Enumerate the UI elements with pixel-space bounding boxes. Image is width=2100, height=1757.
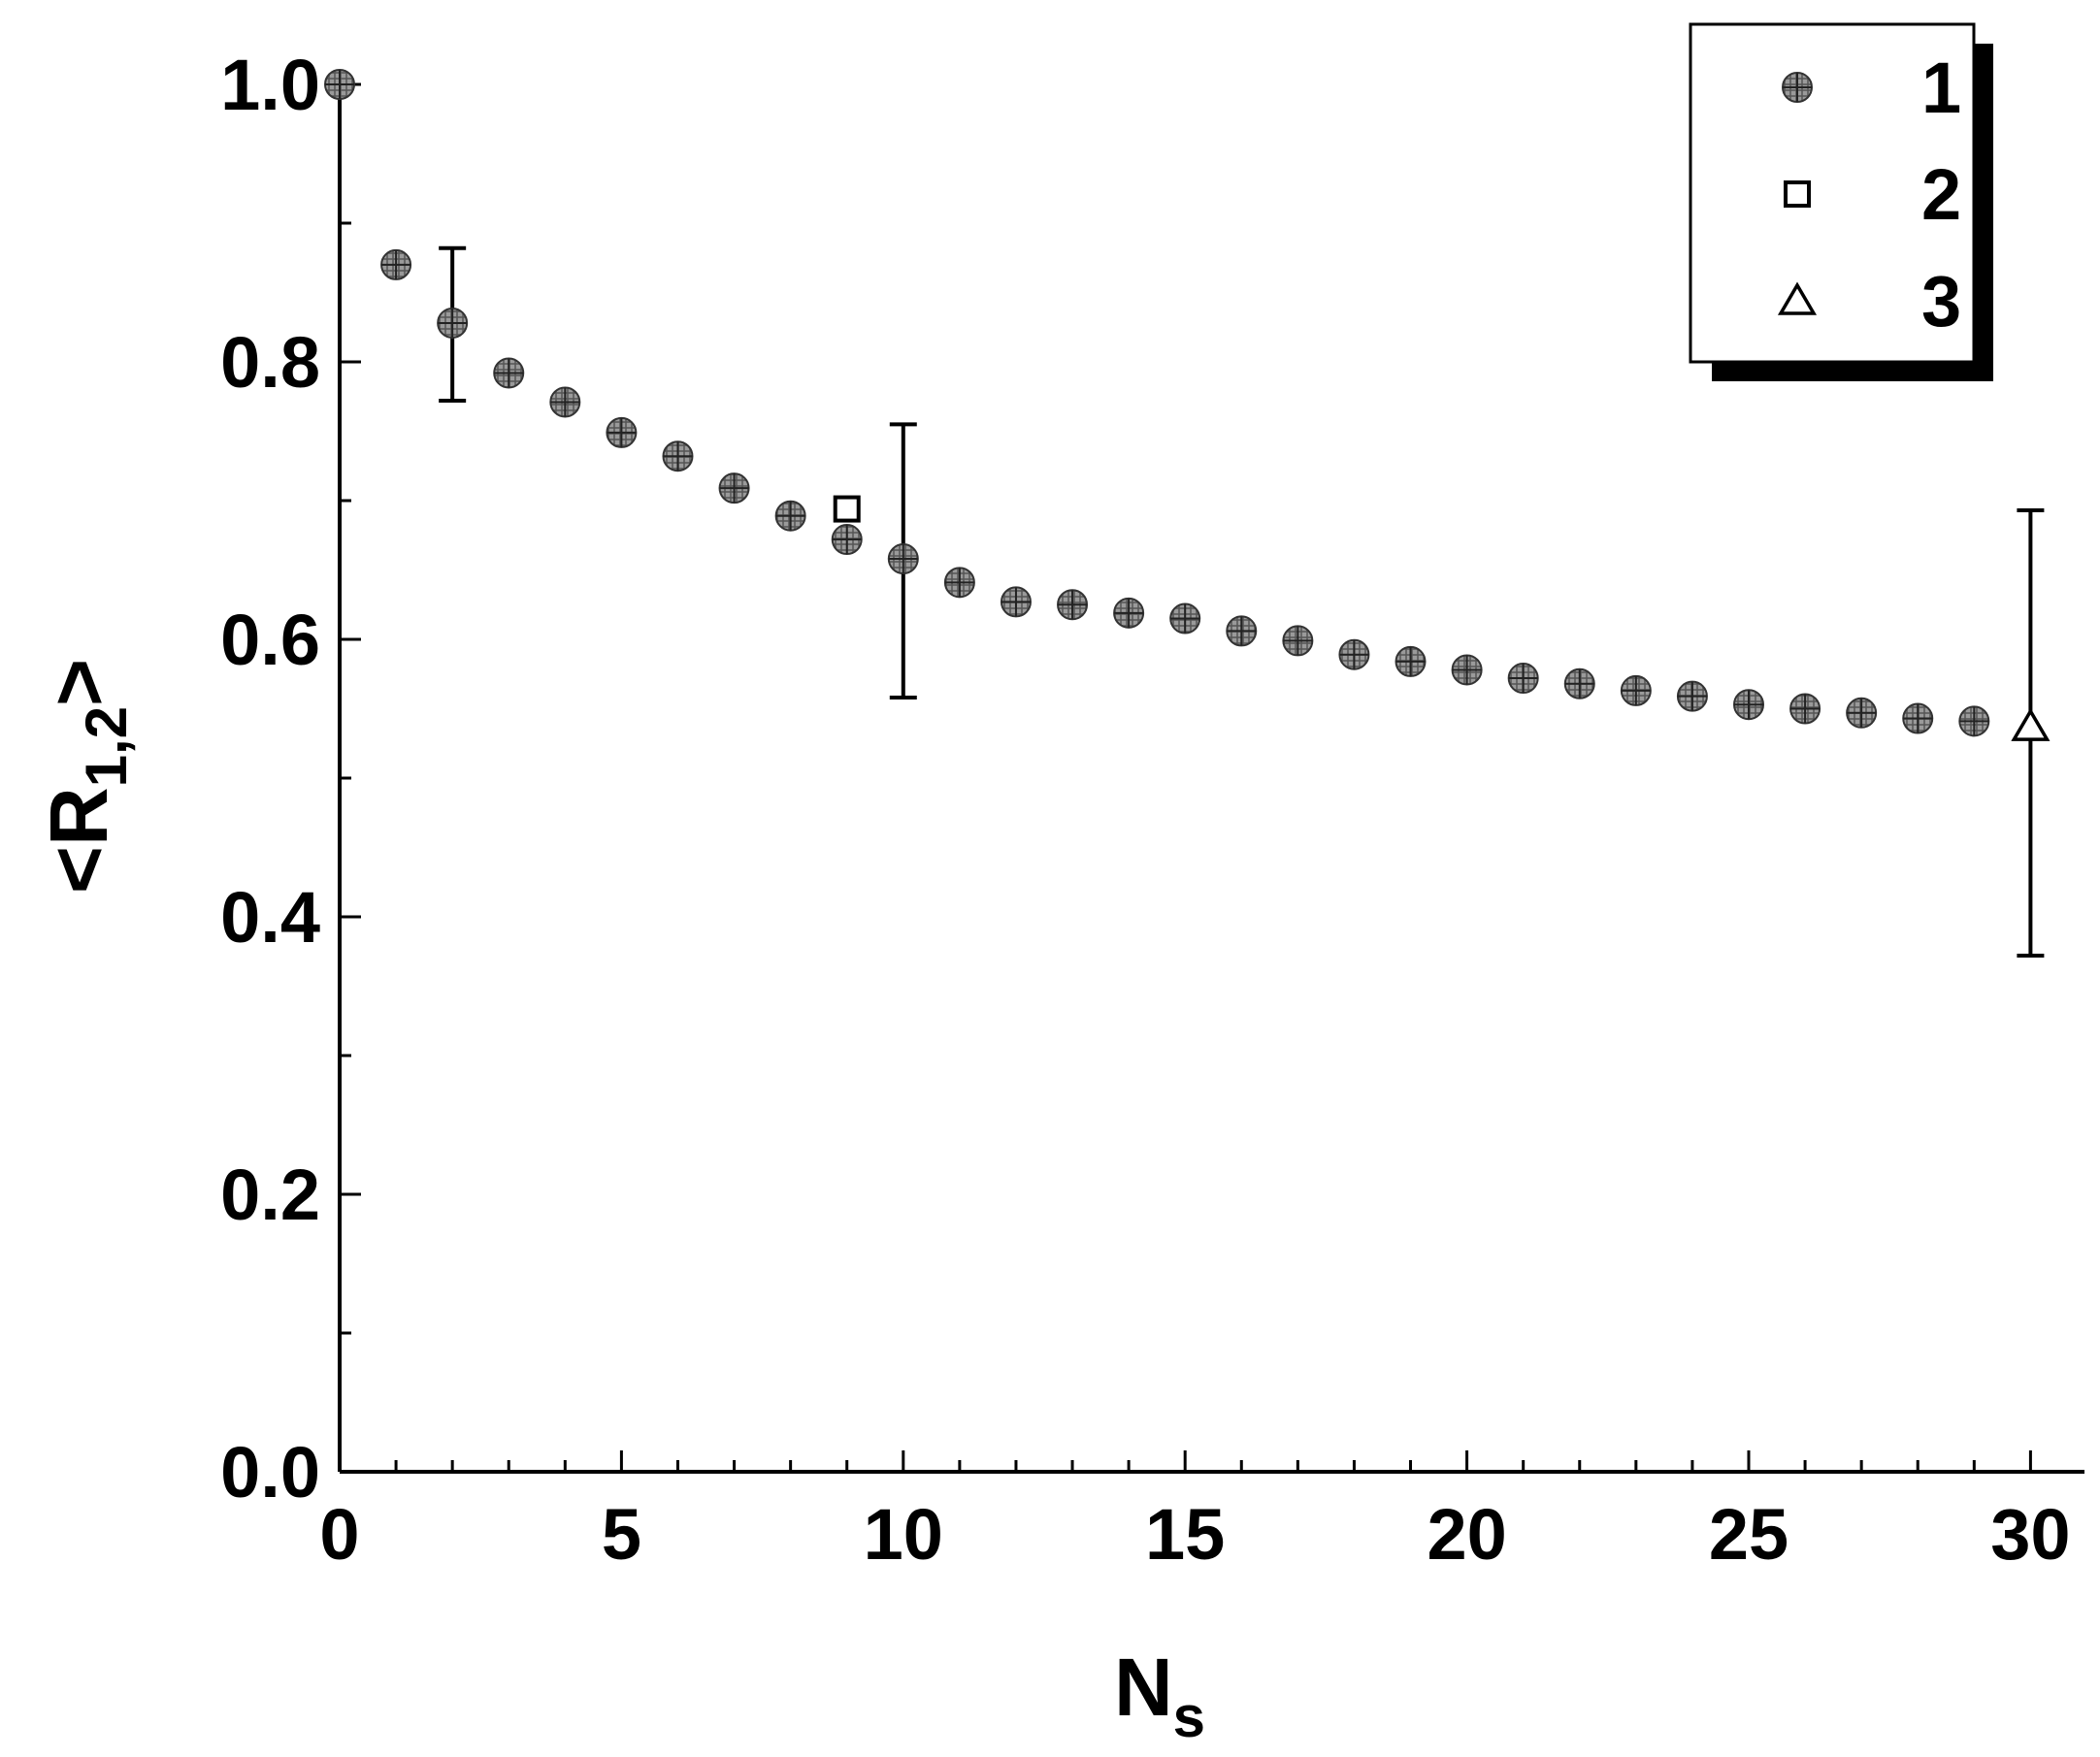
data-point bbox=[943, 567, 975, 599]
data-point bbox=[1958, 705, 1990, 737]
data-point bbox=[1902, 702, 1934, 734]
data-point bbox=[833, 495, 861, 523]
data-point bbox=[662, 440, 694, 472]
series-1 bbox=[324, 69, 1990, 737]
x-tick-label: 5 bbox=[602, 1494, 641, 1575]
data-point bbox=[1620, 674, 1652, 706]
data-markers bbox=[324, 69, 2051, 741]
x-tick-label: 25 bbox=[1709, 1494, 1788, 1575]
x-tick-label: 30 bbox=[1990, 1494, 2070, 1575]
data-point bbox=[493, 357, 525, 389]
legend-entry: 2 bbox=[1784, 154, 1961, 235]
x-tick-label: 0 bbox=[319, 1494, 359, 1575]
legend-label: 1 bbox=[1921, 48, 1961, 128]
x-axis-title-sub: s bbox=[1173, 1684, 1205, 1749]
y-axis-title-prefix: <R bbox=[33, 787, 124, 894]
y-tick-label: 0.8 bbox=[220, 322, 320, 403]
legend-box bbox=[1689, 22, 1976, 364]
legend: 1 2 3 bbox=[1689, 22, 1993, 381]
data-point bbox=[774, 500, 806, 532]
legend-entry: 3 bbox=[1777, 261, 1961, 342]
legend-label: 3 bbox=[1921, 261, 1961, 342]
data-point bbox=[1338, 638, 1370, 670]
data-point bbox=[1282, 625, 1314, 657]
y-axis-title-sub: 1,2 bbox=[74, 706, 139, 787]
data-point bbox=[1451, 654, 1483, 686]
data-point bbox=[887, 543, 919, 575]
x-tick-label: 20 bbox=[1427, 1494, 1506, 1575]
data-point bbox=[324, 69, 355, 100]
legend-label: 2 bbox=[1921, 154, 1961, 235]
data-point bbox=[437, 307, 469, 339]
data-point bbox=[380, 248, 412, 280]
y-tick-label: 0.2 bbox=[220, 1155, 320, 1235]
data-point bbox=[1000, 586, 1032, 618]
series-2 bbox=[833, 495, 861, 523]
axes: 0 5 10 15 20 25 30 0.0 0.2 0.4 0.6 0.8 1.0 bbox=[220, 45, 2084, 1575]
data-point bbox=[1733, 689, 1764, 721]
data-point bbox=[606, 416, 638, 448]
data-point bbox=[1226, 615, 1258, 647]
data-point bbox=[1563, 667, 1595, 700]
data-point bbox=[1057, 589, 1089, 621]
y-tick-label: 0.6 bbox=[220, 600, 320, 680]
x-tick-label: 15 bbox=[1145, 1494, 1225, 1575]
legend-marker bbox=[1777, 281, 1818, 315]
data-point bbox=[2011, 707, 2051, 741]
data-point bbox=[1676, 680, 1708, 712]
series-3 bbox=[2011, 707, 2051, 741]
data-point bbox=[1507, 663, 1539, 695]
y-tick-label: 0.0 bbox=[220, 1432, 320, 1513]
data-point bbox=[549, 386, 581, 418]
data-point bbox=[831, 524, 863, 556]
data-point bbox=[1395, 645, 1427, 677]
legend-marker bbox=[1782, 72, 1813, 103]
y-tick-label: 0.4 bbox=[220, 877, 320, 958]
legend-marker bbox=[1784, 180, 1811, 208]
legend-entry: 1 bbox=[1782, 48, 1961, 128]
x-tick-label: 10 bbox=[864, 1494, 943, 1575]
data-point bbox=[1846, 697, 1878, 729]
x-axis-title-main: N bbox=[1114, 1642, 1173, 1733]
y-axis-title-suffix: > bbox=[33, 659, 124, 706]
data-point bbox=[718, 472, 750, 504]
y-axis-title: <R1,2> bbox=[33, 659, 139, 894]
data-point bbox=[1789, 693, 1821, 725]
y-tick-label: 1.0 bbox=[220, 45, 320, 125]
data-point bbox=[1169, 602, 1201, 634]
data-point bbox=[1113, 597, 1145, 629]
x-axis-title: Ns bbox=[1114, 1642, 1205, 1749]
